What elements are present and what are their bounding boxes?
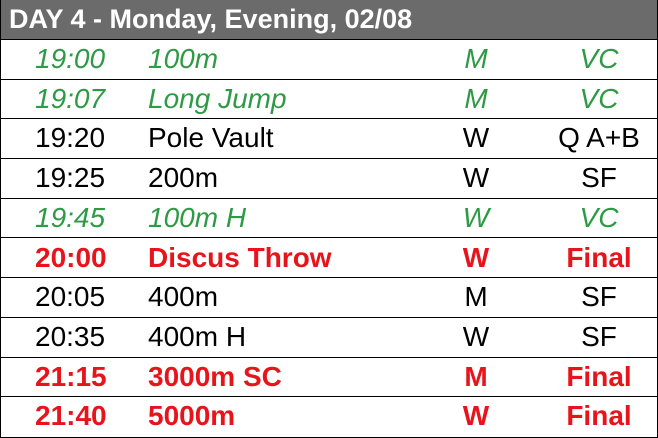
time-cell: 20:00 (35, 241, 107, 273)
gender-cell: M (464, 360, 488, 392)
time-cell: 20:35 (35, 320, 106, 352)
gender-cell: W (462, 122, 490, 154)
time-cell: 21:40 (35, 400, 107, 432)
time-cell: 21:15 (35, 360, 107, 392)
table-row: 19:25 200m W SF (1, 159, 657, 199)
round-cell: SF (581, 162, 617, 194)
time-cell: 19:00 (35, 43, 106, 74)
round-cell: SF (581, 281, 617, 313)
time-cell: 19:45 (35, 201, 106, 233)
event-cell: 400m (148, 281, 219, 313)
table-row: 19:00 100m M VC (1, 40, 657, 80)
table-row: 21:15 3000m SC M Final (1, 358, 657, 398)
event-cell: 200m (148, 162, 219, 194)
event-cell: Pole Vault (148, 122, 274, 154)
gender-cell: M (464, 281, 488, 313)
gender-cell: M (464, 43, 488, 74)
round-cell: VC (579, 43, 619, 74)
gender-cell: W (462, 201, 490, 233)
time-cell: 20:05 (35, 281, 106, 313)
time-cell: 19:25 (35, 162, 106, 194)
table-row: 21:40 5000m W Final (1, 397, 657, 436)
round-cell: Final (566, 241, 632, 273)
table-row: 20:35 400m H W SF (1, 318, 657, 358)
table-row: 19:07 Long Jump M VC (1, 80, 657, 120)
round-cell: Final (566, 360, 632, 392)
round-cell: VC (579, 82, 619, 114)
header-bar: DAY 4 - Monday, Evening, 02/08 (1, 0, 657, 40)
event-cell: 5000m (148, 400, 236, 432)
time-cell: 19:20 (35, 122, 106, 154)
table-row: 19:45 100m H W VC (1, 199, 657, 239)
table-row: 20:00 Discus Throw W Final (1, 239, 657, 279)
gender-cell: W (462, 400, 490, 432)
gender-cell: W (462, 162, 490, 194)
event-cell: 3000m SC (148, 360, 282, 392)
event-cell: Discus Throw (148, 241, 332, 273)
event-cell: 400m H (148, 320, 247, 352)
event-cell: 100m (148, 43, 219, 74)
table-row: 19:20 Pole Vault W Q A+B (1, 119, 657, 160)
gender-cell: W (462, 241, 490, 273)
round-cell: VC (579, 201, 619, 233)
event-cell: 100m H (148, 201, 247, 233)
round-cell: SF (581, 320, 617, 352)
gender-cell: M (464, 82, 488, 114)
gender-cell: W (462, 320, 490, 352)
time-cell: 19:07 (35, 82, 106, 114)
table-row: 20:05 400m M SF (1, 278, 657, 318)
round-cell: Q A+B (558, 122, 640, 154)
header-title: DAY 4 - Monday, Evening, 02/08 (9, 4, 413, 34)
round-cell: Final (566, 400, 632, 432)
event-cell: Long Jump (148, 82, 287, 114)
